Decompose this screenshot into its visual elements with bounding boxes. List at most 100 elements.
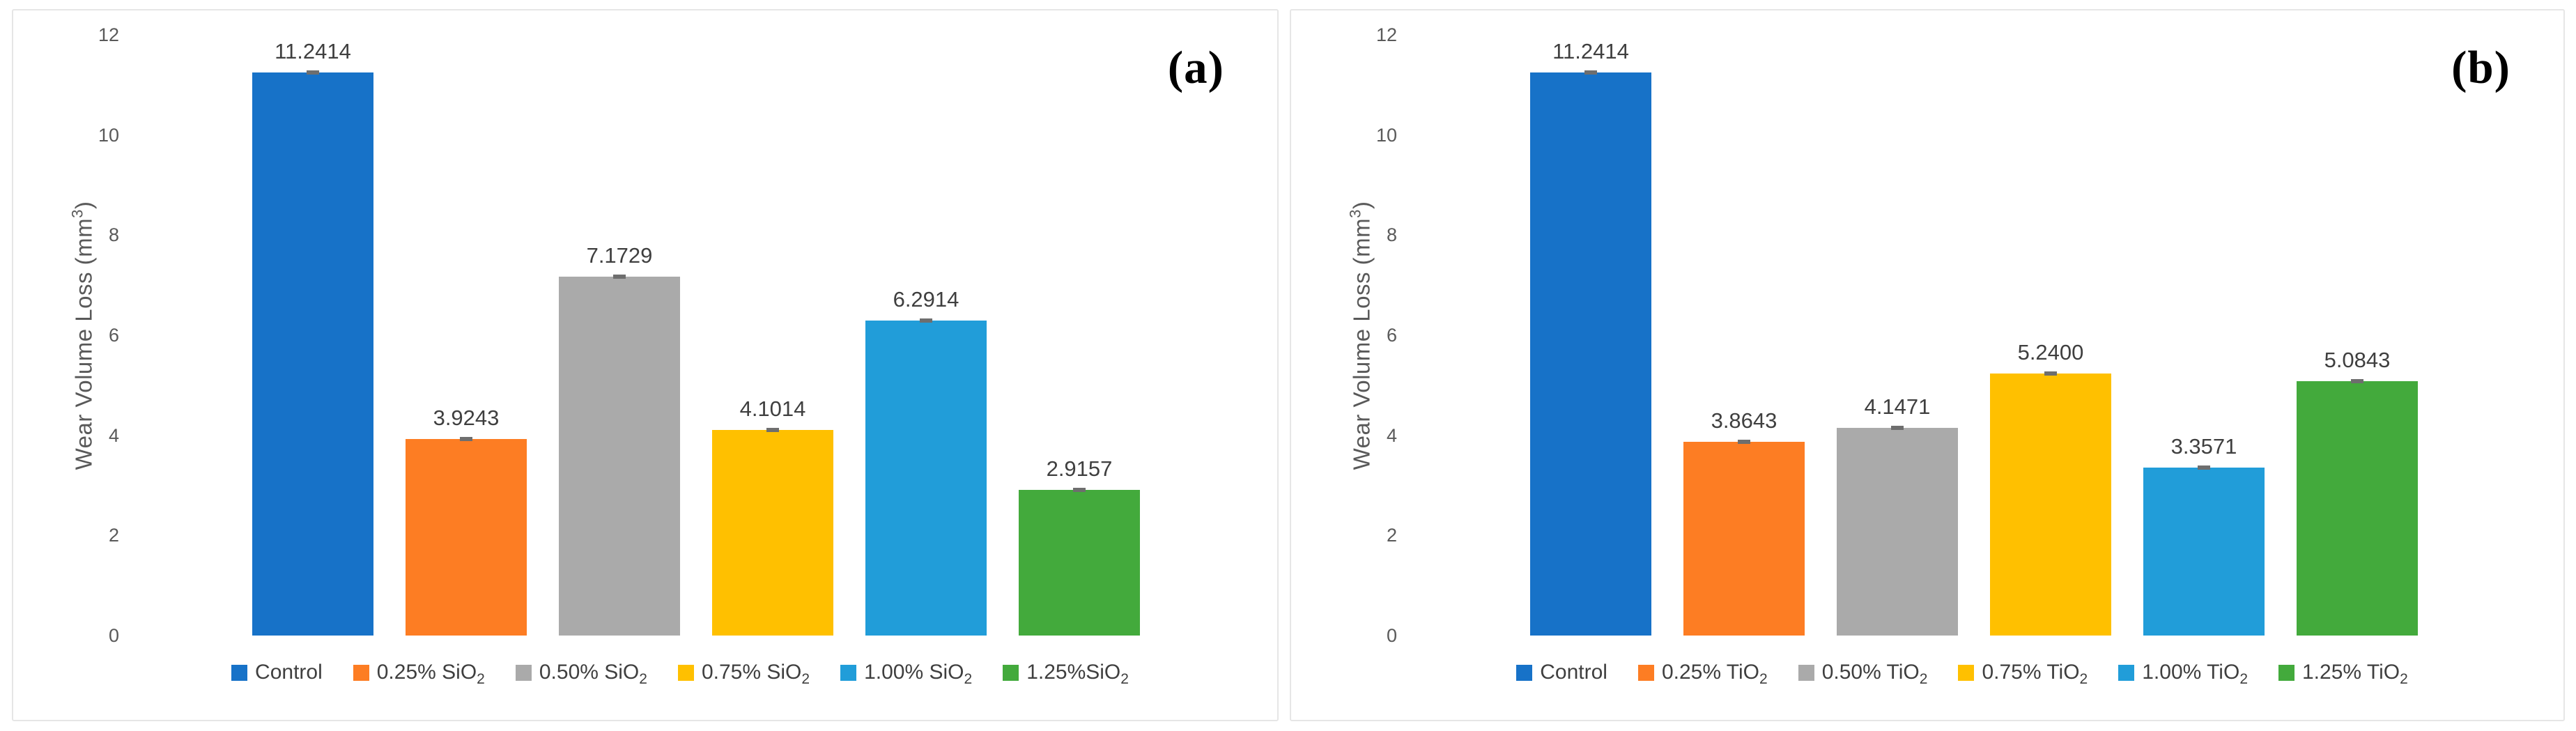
- figure: (a) 0 2 4 6 8 10 12 Wear Volume Loss (mm3) 11.24…: [12, 9, 2565, 721]
- panel-a: (a) 0 2 4 6 8 10 12 Wear Volume Loss (mm3) 11.24…: [12, 9, 1279, 721]
- error-bar: [766, 428, 779, 433]
- error-bar: [1073, 487, 1086, 492]
- legend-item: 1.00% SiO2: [840, 661, 972, 687]
- legend-label: Control: [255, 661, 323, 684]
- legend-swatch: [1516, 664, 1533, 681]
- legend-label-text: 0.25% SiO: [376, 661, 477, 684]
- legend-label-text: 0.75% SiO: [701, 661, 802, 684]
- legend-swatch: [1637, 664, 1654, 681]
- legend-label-text: 1.25%SiO: [1026, 661, 1121, 684]
- value-label: 5.0843: [2324, 347, 2391, 372]
- value-label: 2.9157: [1046, 456, 1113, 481]
- y-tick-label: 12: [1375, 24, 1397, 45]
- legend-item: 0.75% TiO2: [1958, 661, 2088, 687]
- y-axis-title: Wear Volume Loss (mm3): [1347, 92, 1375, 580]
- y-tick-label: 6: [1386, 325, 1397, 346]
- y-tick-label: 2: [108, 525, 119, 546]
- value-label: 3.8643: [1711, 408, 1777, 433]
- y-axis-title-close: ): [1348, 201, 1375, 210]
- bar: [2143, 467, 2265, 636]
- error-bar: [460, 437, 472, 442]
- legend-label: 0.25% SiO2: [376, 661, 485, 687]
- legend-item: 1.00% TiO2: [2118, 661, 2248, 687]
- legend: Control 0.25% SiO2 0.50% SiO2 0.75% SiO2 1.0…: [111, 653, 1249, 692]
- legend-label: 1.25% TiO2: [2302, 661, 2408, 687]
- legend-item: 0.50% TiO2: [1798, 661, 1928, 687]
- y-axis-title-superscript: 3: [68, 209, 86, 218]
- y-axis-title-close: ): [70, 201, 97, 210]
- legend-label: 0.50% TiO2: [1821, 661, 1928, 687]
- y-tick-label: 10: [1375, 124, 1397, 146]
- legend-label: 1.00% TiO2: [2142, 661, 2248, 687]
- error-bar: [2351, 378, 2363, 383]
- y-axis-title: Wear Volume Loss (mm3): [69, 92, 98, 580]
- bar: [1837, 428, 1958, 636]
- legend-item: Control: [231, 661, 323, 684]
- legend-label-text: 1.00% SiO: [864, 661, 964, 684]
- legend-label-subscript: 2: [2239, 671, 2248, 687]
- legend-label-text: 0.75% TiO: [1982, 661, 2080, 684]
- y-tick-label: 12: [98, 24, 119, 45]
- legend-label-subscript: 2: [2079, 671, 2088, 687]
- legend-label-text: 0.25% TiO: [1661, 661, 1760, 684]
- value-label: 11.2414: [275, 39, 351, 64]
- value-label: 3.9243: [433, 406, 500, 431]
- legend-label-subscript: 2: [477, 671, 485, 687]
- error-bar: [920, 318, 932, 323]
- legend-label-text: 0.50% SiO: [539, 661, 640, 684]
- y-tick-label: 0: [108, 625, 119, 646]
- legend-swatch: [2278, 664, 2295, 681]
- legend-item: Control: [1516, 661, 1607, 684]
- y-axis-title-superscript: 3: [1346, 209, 1364, 218]
- value-label: 3.3571: [2170, 433, 2237, 459]
- error-bar: [613, 274, 626, 279]
- legend-label: 0.50% SiO2: [539, 661, 647, 687]
- legend-item: 0.25% TiO2: [1637, 661, 1768, 687]
- legend-label: 1.25%SiO2: [1026, 661, 1129, 687]
- panel-tag: (b): [2451, 42, 2511, 93]
- y-axis-title-text: Wear Volume Loss (mm: [70, 217, 97, 470]
- legend-label-text: Control: [1540, 661, 1607, 684]
- legend-item: 0.75% SiO2: [677, 661, 810, 687]
- error-bar: [1584, 70, 1597, 75]
- legend-label: 1.00% SiO2: [864, 661, 972, 687]
- bar: [712, 430, 833, 636]
- error-bar: [1738, 440, 1750, 445]
- legend-label: 0.75% SiO2: [701, 661, 810, 687]
- bar: [1990, 373, 2111, 636]
- legend-label-subscript: 2: [639, 671, 647, 687]
- value-label: 7.1729: [586, 243, 653, 268]
- y-tick-label: 4: [108, 424, 119, 446]
- legend-label-text: 0.50% TiO: [1821, 661, 1920, 684]
- y-tick-label: 10: [98, 124, 119, 146]
- y-tick-label: 2: [1386, 525, 1397, 546]
- y-axis-title-text: Wear Volume Loss (mm: [1348, 217, 1375, 470]
- legend-label-subscript: 2: [1120, 671, 1129, 687]
- y-tick-label: 0: [1386, 625, 1397, 646]
- bar: [1683, 442, 1805, 636]
- y-tick-label: 6: [108, 325, 119, 346]
- legend-label-subscript: 2: [1759, 671, 1768, 687]
- legend-label-text: Control: [255, 661, 323, 684]
- value-label: 11.2414: [1552, 39, 1629, 64]
- legend-swatch: [1958, 664, 1975, 681]
- legend-label-text: 1.00% TiO: [2142, 661, 2240, 684]
- bar: [559, 276, 680, 636]
- legend-label-text: 1.25% TiO: [2302, 661, 2400, 684]
- legend-item: 1.25%SiO2: [1003, 661, 1129, 687]
- bar: [252, 72, 373, 636]
- panel-b: (b) 0 2 4 6 8 10 12 Wear Volume Loss (mm3) 11.24…: [1290, 9, 2565, 721]
- legend-item: 0.50% SiO2: [515, 661, 647, 687]
- legend-label: 0.25% TiO2: [1661, 661, 1768, 687]
- value-label: 4.1014: [739, 397, 806, 422]
- y-tick-label: 4: [1386, 424, 1397, 446]
- legend-label-subscript: 2: [2400, 671, 2408, 687]
- panel-tag: (a): [1167, 42, 1224, 93]
- legend-swatch: [1003, 664, 1019, 681]
- legend-swatch: [1798, 664, 1814, 681]
- legend-label-subscript: 2: [801, 671, 810, 687]
- legend-swatch: [840, 664, 857, 681]
- legend-swatch: [353, 664, 369, 681]
- legend-swatch: [2118, 664, 2135, 681]
- y-tick-label: 8: [108, 224, 119, 246]
